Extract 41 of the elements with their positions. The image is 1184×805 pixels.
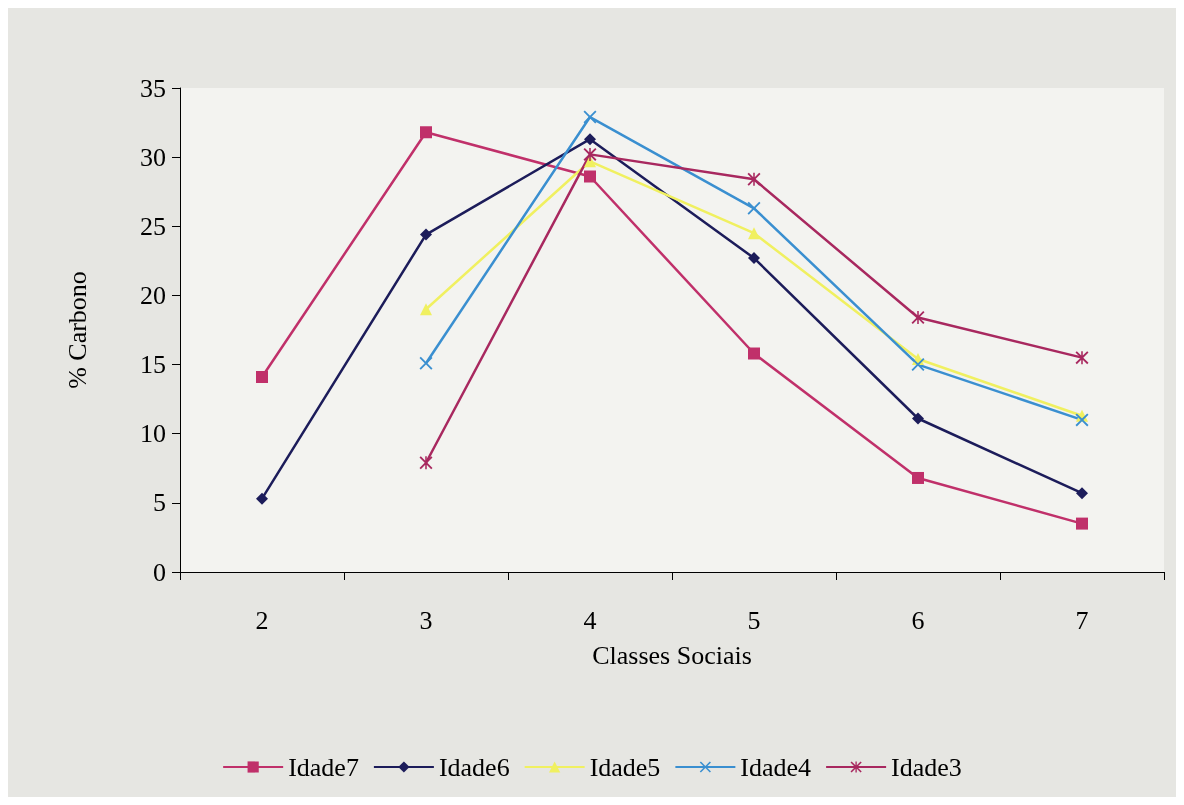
y-axis-title: % Carbono [62,271,92,389]
point [256,371,268,384]
point [747,201,761,215]
point [583,110,597,124]
x-tick-label: 7 [1075,605,1089,635]
y-tick-label: 10 [140,419,166,449]
point [912,412,924,425]
y-tick-label: 35 [140,73,166,103]
point [584,170,596,183]
y-tick-label: 30 [140,142,166,172]
x-tick-label: 2 [255,605,269,635]
y-tick-label: 25 [140,211,166,241]
y-tick-label: 0 [153,557,166,587]
point [1075,413,1089,427]
x-tick-label: 4 [583,605,597,635]
point [584,133,596,146]
legend-label: Idade5 [589,752,661,782]
y-tick-label: 20 [140,280,166,310]
point [256,492,268,505]
y-tick-label: 5 [153,488,166,518]
point [912,471,924,484]
point [747,172,761,186]
x-tick-label: 6 [911,605,925,635]
x-tick-label: 5 [747,605,761,635]
point [420,228,432,241]
legend-label: Idade4 [740,752,812,782]
y-tick-label: 15 [140,350,166,380]
x-tick-label: 3 [419,605,433,635]
legend-label: Idade3 [891,752,962,782]
point [420,303,432,316]
x-axis-title: Classes Sociais [592,640,752,670]
point [419,456,433,470]
point [748,227,760,240]
point [748,252,760,265]
legend-label: Idade6 [438,752,510,782]
point [1076,517,1088,530]
point [420,126,432,139]
point [748,347,760,360]
point [1076,487,1088,500]
legend-label: Idade7 [288,752,359,782]
point [419,356,433,370]
